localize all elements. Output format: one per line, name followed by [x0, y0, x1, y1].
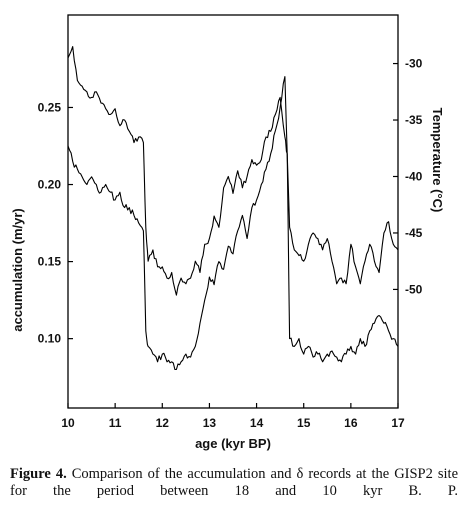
- plot-frame: [67, 14, 399, 409]
- x-tick-label: 11: [109, 416, 122, 430]
- right-y-tick-label: -35: [405, 113, 423, 127]
- series-layer: [67, 46, 399, 371]
- left-y-tick-label: 0.10: [38, 332, 62, 346]
- x-tick-label: 16: [344, 416, 358, 430]
- x-tick-label: 14: [250, 416, 264, 430]
- left-y-tick-label: 0.20: [38, 178, 62, 192]
- right-y-tick-label: -45: [405, 226, 423, 240]
- right-y-tick-label: -30: [405, 57, 423, 71]
- x-tick-label: 15: [297, 416, 311, 430]
- right-y-tick-label: -40: [405, 169, 423, 183]
- x-axis-label: age (kyr BP): [195, 436, 271, 451]
- right-y-axis-label: Temperature (°C): [430, 108, 445, 213]
- chart: 10 11 12 13 14 15 16 17 0.10 0.15 0.20 0.25 -30 -35 -4…: [10, 14, 445, 451]
- left-y-axis-label: accumulation (m/yr): [10, 208, 25, 332]
- x-tick-label: 17: [391, 416, 405, 430]
- left-y-tick-label: 0.25: [38, 100, 62, 114]
- caption-text: Comparison of the accumulation and δ rec…: [10, 466, 459, 499]
- temperature-series-line: [67, 46, 399, 296]
- left-y-tick-label: 0.15: [38, 255, 62, 269]
- axis-layer: 10 11 12 13 14 15 16 17 0.10 0.15 0.20 0.25 -30 -35 -4…: [10, 57, 445, 451]
- right-y-tick-label: -50: [405, 282, 423, 296]
- x-tick-label: 13: [203, 416, 217, 430]
- accumulation-series-line: [67, 76, 399, 371]
- x-tick-label: 12: [156, 416, 170, 430]
- figure-caption: Figure 4. Comparison of the accumulation…: [10, 466, 458, 500]
- x-tick-label: 10: [61, 416, 75, 430]
- caption-label: Figure 4.: [10, 466, 67, 482]
